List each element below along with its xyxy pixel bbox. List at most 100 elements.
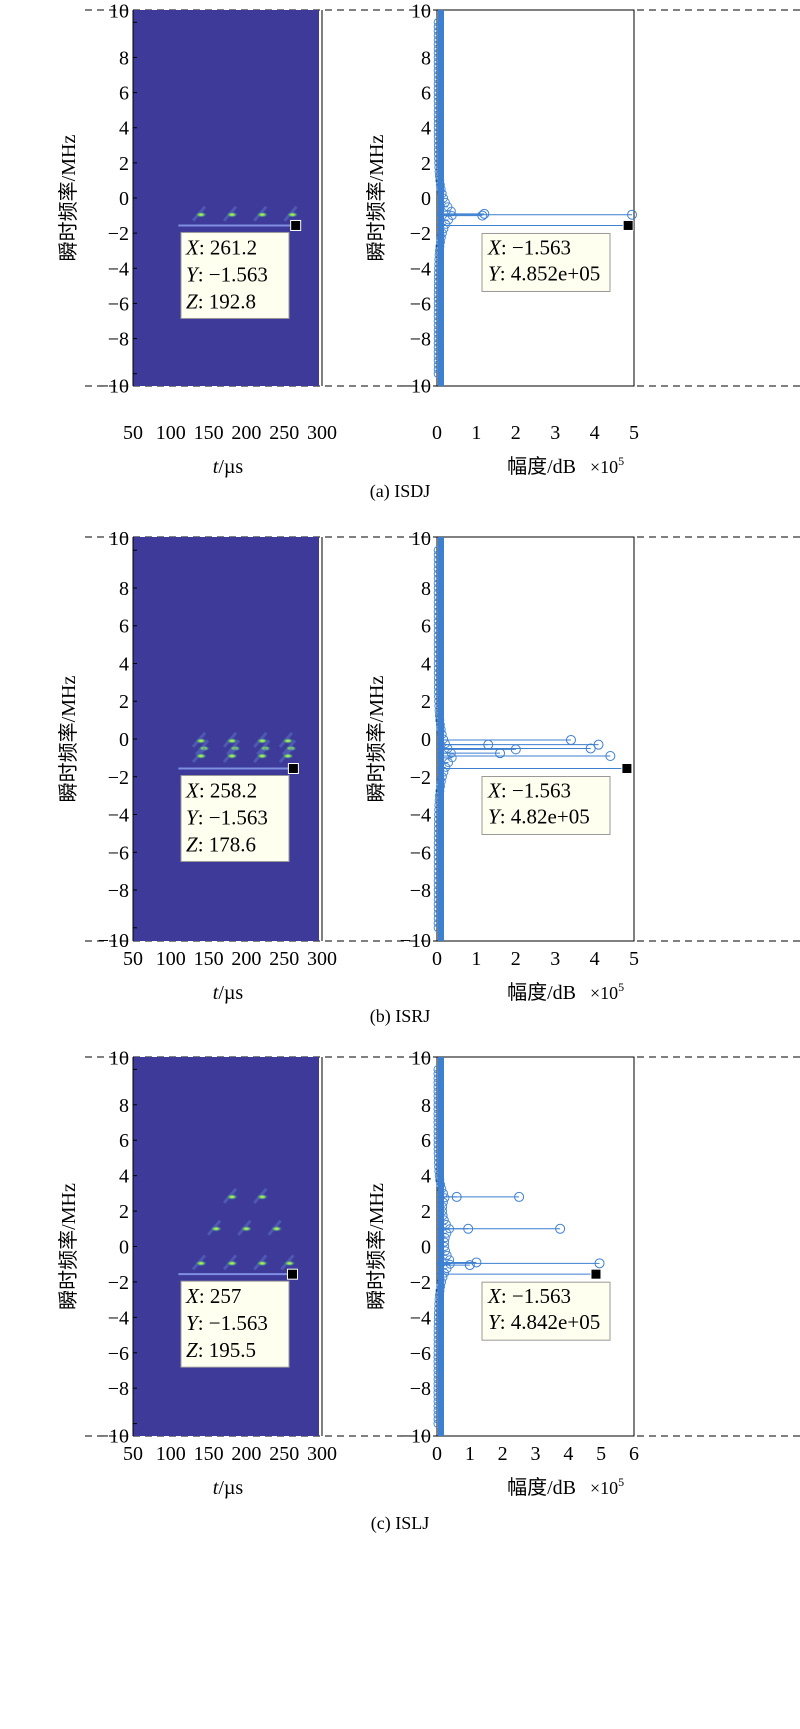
datatip-y: Y: 4.842e+05 (488, 1310, 600, 1334)
datatip-y: Y: −1.563 (186, 1311, 268, 1335)
y-tick-label: 2 (421, 153, 431, 175)
datatip-marker (286, 1268, 298, 1280)
heatmap-spot (256, 752, 269, 759)
datatip-box (180, 231, 290, 319)
x-tick-label: 250 (269, 422, 299, 444)
datatip-colon: : (198, 262, 209, 286)
y-tick-label: 8 (421, 47, 431, 69)
x-axis-scale: ×105 (590, 454, 624, 477)
datatip-marker (621, 763, 633, 775)
datatip-colon: : (500, 1310, 511, 1334)
y-tick-label: −2 (410, 1272, 431, 1294)
y-tick-label: 10 (109, 0, 129, 22)
y-tick-label: −4 (108, 258, 129, 280)
heatmap-spot (195, 752, 208, 759)
heatmap-spot (195, 211, 208, 218)
heatmap-spot (256, 1193, 269, 1200)
datatip-colon: : (198, 289, 209, 313)
datatip-marker (290, 219, 302, 231)
y-axis-label: 瞬时频率/MHz (57, 135, 80, 262)
datatip-key: Z (186, 289, 198, 313)
datatip-colon: : (199, 779, 210, 803)
x-tick-label: 50 (123, 422, 143, 444)
x-axis-scale: ×105 (590, 1475, 624, 1498)
x-tick-label: 6 (629, 1443, 639, 1465)
x-tick-label: 3 (550, 422, 560, 444)
y-tick-label: 6 (119, 616, 129, 638)
x-tick-label: 2 (498, 1443, 508, 1465)
datatip-value: 4.842e+05 (511, 1310, 600, 1334)
datatip-x: X: 257 (185, 1284, 241, 1308)
stem-peak-marker (514, 1191, 525, 1202)
y-tick-label: 8 (421, 578, 431, 600)
x-axis-scale-base: ×10 (590, 457, 618, 477)
stem-peak-marker (627, 209, 638, 220)
y-tick-label: 6 (421, 616, 431, 638)
y-tick-label: 6 (119, 83, 129, 105)
y-axis-label: 瞬时频率/MHz (365, 135, 388, 262)
y-tick-label: 0 (421, 729, 431, 751)
y-tick-label: 0 (119, 1237, 129, 1259)
heatmap-spot (286, 211, 299, 218)
x-tick-label: 2 (511, 948, 521, 970)
datatip-y: Y: 4.82e+05 (488, 805, 590, 829)
heatmap-spot (256, 737, 269, 744)
y-tick-label: −8 (108, 329, 129, 351)
y-tick-label: 2 (421, 691, 431, 713)
y-tick-label: 8 (119, 1095, 129, 1117)
x-tick-label: 250 (269, 1443, 299, 1465)
datatip-key: Y (186, 262, 200, 286)
y-tick-label: 10 (411, 1047, 431, 1069)
datatip-key: Y (488, 805, 502, 829)
datatip-marker (590, 1268, 602, 1280)
datatip-colon: : (501, 1284, 512, 1308)
datatip-value: −1.563 (512, 779, 571, 803)
x-tick-label: 200 (231, 422, 261, 444)
heatmap-spot (226, 1193, 239, 1200)
y-tick-label: −6 (108, 1343, 129, 1365)
heatmap-spot (281, 752, 294, 759)
stem-peak-marker (477, 210, 488, 221)
y-tick-label: 8 (119, 578, 129, 600)
y-tick-label: 10 (109, 1047, 129, 1069)
y-tick-label: −10 (98, 930, 129, 952)
stem-peak-marker (495, 748, 506, 759)
panel-caption: (b) ISRJ (370, 1006, 431, 1027)
y-tick-label: 0 (119, 729, 129, 751)
datatip-value: −1.563 (209, 806, 268, 830)
x-axis-label: 幅度/dB (507, 455, 576, 478)
y-tick-label: 10 (411, 0, 431, 22)
y-tick-label: −6 (108, 842, 129, 864)
y-tick-label: −4 (410, 258, 431, 280)
datatip-y: Y: −1.563 (186, 262, 268, 286)
stem-peak-marker (605, 750, 616, 761)
y-tick-label: −6 (410, 1343, 431, 1365)
panel-caption: (c) ISLJ (371, 1513, 429, 1534)
y-tick-label: 2 (119, 153, 129, 175)
y-tick-label: 2 (421, 1201, 431, 1223)
y-tick-label: −2 (410, 223, 431, 245)
heatmap-spot (226, 752, 239, 759)
heatmap-spot (281, 737, 294, 744)
stem-marker (447, 753, 457, 763)
datatip-colon: : (501, 235, 512, 259)
datatip-box (481, 776, 611, 836)
x-tick-label: 1 (465, 1443, 475, 1465)
x-axis-label-unit: /µs (218, 1477, 243, 1499)
heatmap-spot (283, 1260, 296, 1267)
y-axis-label: 瞬时频率/MHz (57, 1183, 80, 1310)
x-tick-label: 4 (590, 948, 600, 970)
y-tick-label: 2 (119, 691, 129, 713)
y-tick-label: −8 (108, 880, 129, 902)
y-axis-label: 瞬时频率/MHz (365, 676, 388, 803)
datatip-colon: : (501, 779, 512, 803)
x-axis-label-var: t (213, 456, 219, 478)
y-tick-label: 4 (119, 1166, 129, 1188)
x-tick-label: 2 (511, 422, 521, 444)
datatip-value: 261.2 (210, 235, 257, 259)
x-axis-label: t/µs (213, 456, 244, 478)
x-axis-label-unit: /µs (218, 982, 243, 1004)
